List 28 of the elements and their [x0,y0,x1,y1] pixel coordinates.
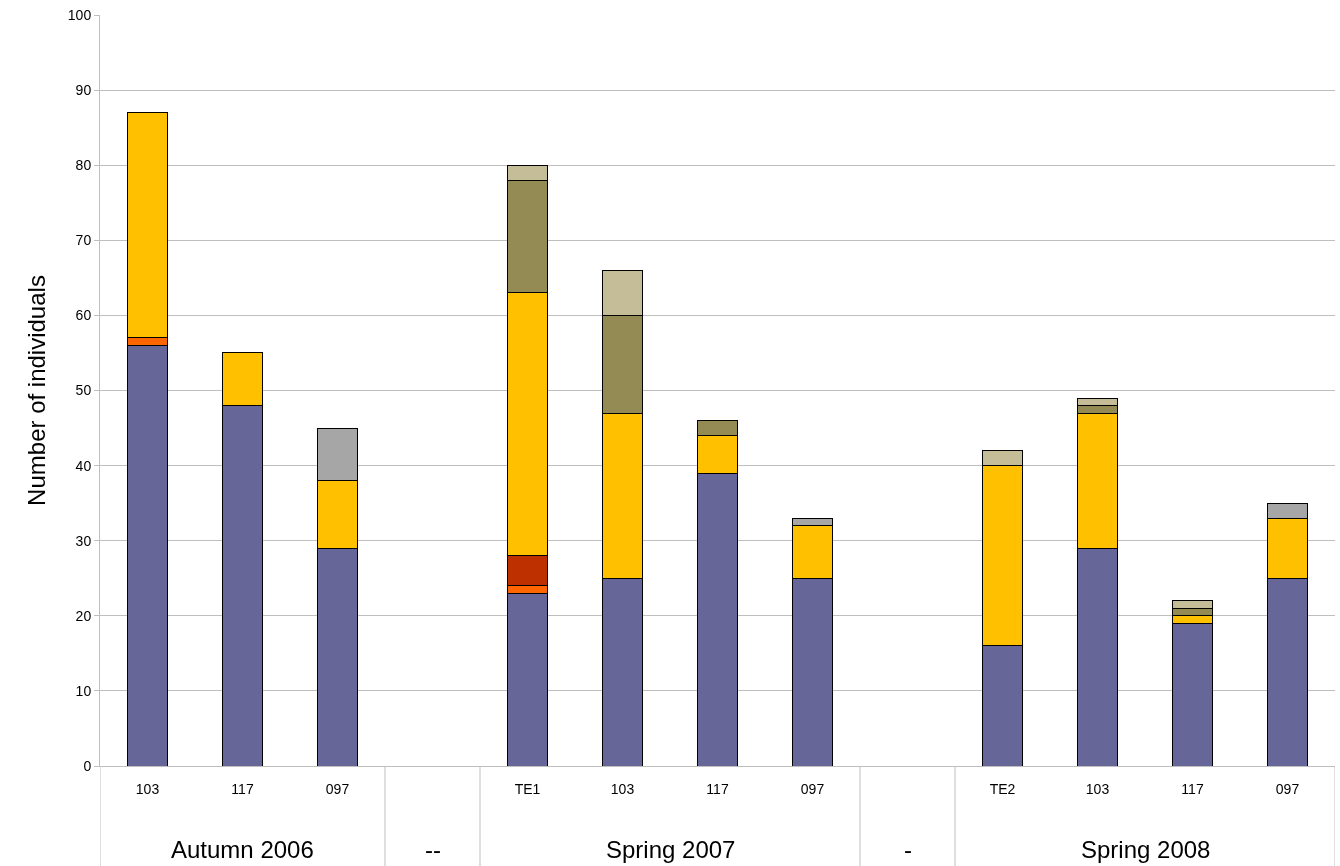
text: - [904,836,912,863]
y-tick-label: 0 [83,757,92,774]
x-tick-label: 117 [231,780,254,797]
x-tick-label: 103 [1085,780,1110,797]
y-tick-label: 40 [75,457,92,474]
y-tick-label: 100 [67,6,92,23]
x-tick-label: 103 [610,780,635,797]
x-tick-label: 117 [706,780,729,797]
x-tick-label: 097 [1275,780,1300,797]
text: Autumn 2006 [171,836,314,863]
text: -- [425,836,441,863]
x-tick-label: 097 [800,780,825,797]
x-tick-label: 103 [135,780,160,797]
y-tick-label: 50 [75,382,92,399]
text: Spring 2007 [606,836,736,863]
x-tick-label: TE2 [989,780,1016,797]
y-tick-label: 80 [75,157,92,174]
x-tick-label: 097 [325,780,350,797]
y-axis-title: Number of individuals [22,275,50,506]
y-tick-label: 10 [75,682,92,699]
y-tick-label: 70 [75,232,92,249]
x-tick-label: TE1 [514,780,541,797]
x-tick-label: 117 [1181,780,1204,797]
y-tick-label: 60 [75,307,92,324]
y-tick-label: 30 [75,532,92,549]
y-tick-label: 20 [75,607,92,624]
text: Spring 2008 [1081,836,1211,863]
y-tick-label: 90 [75,82,92,98]
